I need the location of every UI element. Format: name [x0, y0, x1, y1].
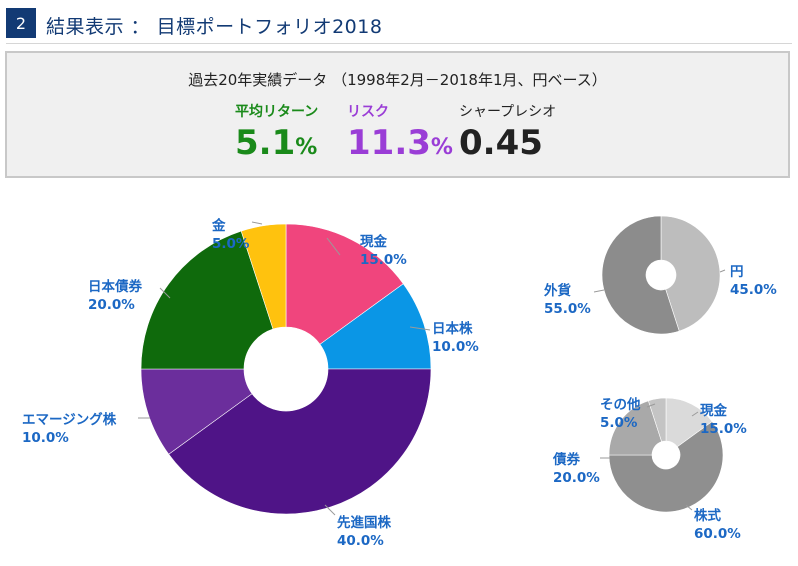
- risk-label: リスク: [347, 104, 389, 120]
- risk-value: 11.3: [347, 123, 431, 163]
- allocation-donut-chart: 現金 15.0% 日本株 10.0% 先進国株 40.0% エマージング株 10.0% 日本債券…: [22, 217, 479, 549]
- allocation-slice-name-4: エマージング株: [22, 411, 117, 428]
- allocation-slice-value-6: 5.0%: [212, 236, 250, 252]
- currency-slice-value-2: 55.0%: [544, 301, 591, 317]
- result-header: 2 結果表示 ： 目標ポートフォリオ2018: [6, 6, 792, 44]
- allocation-leader-line-3: [324, 504, 336, 516]
- sharpe-ratio-metric: シャープレシオ 0.45: [459, 101, 556, 163]
- header-divider: [6, 43, 792, 44]
- currency-slice-value-1: 45.0%: [730, 282, 777, 298]
- asset-class-slice-value-1: 15.0%: [700, 421, 747, 437]
- allocation-leader-line-6: [251, 221, 263, 225]
- allocation-slice-5: [140, 230, 274, 370]
- currency-slice-2: [601, 215, 680, 335]
- allocation-slice-value-1: 15.0%: [360, 252, 407, 268]
- allocation-slice-value-4: 10.0%: [22, 430, 69, 446]
- currency-slice-name-1: 円: [730, 264, 744, 280]
- allocation-leader-line-5: [159, 287, 171, 299]
- allocation-slice-name-2: 日本株: [432, 320, 473, 337]
- currency-leader-line-1: [719, 269, 726, 273]
- allocation-slice-name-6: 金: [211, 217, 226, 234]
- allocation-slice-6: [240, 223, 287, 330]
- asset-class-slice-name-4: その他: [600, 396, 641, 413]
- asset-class-slice-name-1: 現金: [700, 402, 728, 419]
- asset-class-slice-value-2: 60.0%: [694, 526, 741, 542]
- performance-summary-panel: 過去20年実績データ （1998年2月－2018年1月、円ベース） 平均リターン…: [5, 51, 790, 178]
- asset-class-leader-line-2: [685, 504, 693, 511]
- allocation-slice-value-3: 40.0%: [337, 533, 384, 549]
- risk-metric: リスク 11.3%: [347, 101, 453, 168]
- asset-class-slice-value-3: 20.0%: [553, 470, 600, 486]
- allocation-slice-value-2: 10.0%: [432, 339, 479, 355]
- sharpe-ratio-label: シャープレシオ: [459, 104, 557, 120]
- asset-class-slice-name-3: 債券: [552, 451, 581, 468]
- asset-class-slice-value-4: 5.0%: [600, 415, 638, 431]
- allocation-slice-3: [168, 368, 432, 515]
- allocation-slice-1: [285, 223, 404, 345]
- average-return-label: 平均リターン: [235, 104, 319, 120]
- risk-unit: %: [430, 135, 453, 160]
- currency-slice-name-2: 外貨: [544, 282, 572, 299]
- asset-class-slice-4: [648, 397, 667, 443]
- step-number-badge: 2: [6, 8, 36, 38]
- sharpe-ratio-value: 0.45: [459, 123, 543, 163]
- currency-slice-1: [660, 215, 721, 332]
- average-return-metric: 平均リターン 5.1%: [235, 101, 318, 168]
- currency-donut-chart: 円 45.0% 外貨 55.0%: [544, 215, 777, 335]
- asset-class-slice-3: [608, 400, 663, 456]
- asset-class-slice-2: [608, 421, 724, 513]
- asset-class-donut-chart: 現金 15.0% 株式 60.0% 債券 20.0% その他 5.0%: [552, 396, 747, 542]
- asset-class-leader-line-1: [691, 411, 699, 417]
- average-return-value: 5.1: [235, 123, 296, 163]
- asset-class-leader-line-4: [646, 403, 656, 408]
- allocation-slice-name-1: 現金: [360, 233, 387, 250]
- allocation-slice-value-5: 20.0%: [88, 297, 135, 313]
- allocation-slice-name-5: 日本債券: [88, 278, 142, 295]
- summary-title: 過去20年実績データ （1998年2月－2018年1月、円ベース）: [188, 71, 607, 89]
- allocation-leader-line-2: [409, 326, 431, 331]
- page-title: 結果表示 ： 目標ポートフォリオ2018: [46, 16, 383, 38]
- allocation-leader-line-1: [326, 237, 341, 256]
- average-return-unit: %: [295, 135, 318, 160]
- asset-class-slice-name-2: 株式: [694, 507, 722, 524]
- allocation-slice-4: [140, 368, 253, 455]
- currency-leader-line-2: [593, 289, 605, 293]
- allocation-slice-2: [319, 283, 432, 370]
- allocation-slice-name-3: 先進国株: [337, 514, 391, 531]
